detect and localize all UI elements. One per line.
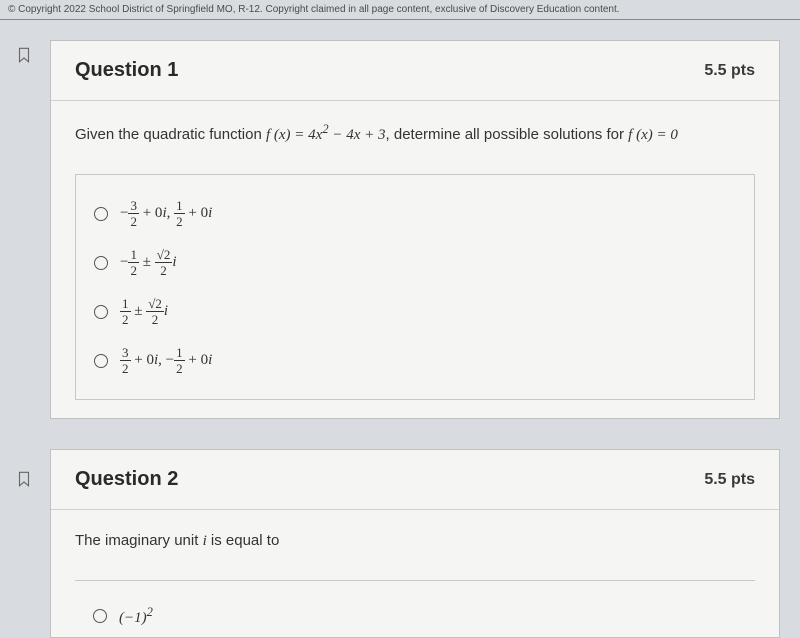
option-row[interactable]: 32 + 0i, −12 + 0i — [94, 336, 736, 385]
question-title: Question 2 — [75, 468, 178, 491]
option-label: (−1)2 — [119, 605, 153, 627]
question-header: Question 2 5.5 pts — [51, 450, 779, 510]
question-prompt: Given the quadratic function f (x) = 4x2… — [75, 121, 755, 146]
radio-icon[interactable] — [94, 256, 108, 270]
question-card-2: Question 2 5.5 pts The imaginary unit i … — [50, 449, 780, 638]
question-header: Question 1 5.5 pts — [51, 41, 779, 101]
content-wrapper: Question 1 5.5 pts Given the quadratic f… — [0, 20, 800, 638]
option-label: 32 + 0i, −12 + 0i — [120, 346, 212, 375]
question-points: 5.5 pts — [704, 62, 755, 80]
option-label: −12 ± √22i — [120, 248, 177, 277]
option-label: −32 + 0i, 12 + 0i — [120, 199, 212, 228]
option-row[interactable]: 12 ± √22i — [94, 287, 736, 336]
question-body: The imaginary unit i is equal to (−1)2 — [51, 510, 779, 637]
options-container: (−1)2 — [75, 580, 755, 637]
question-points: 5.5 pts — [704, 471, 755, 489]
question-card-1: Question 1 5.5 pts Given the quadratic f… — [50, 40, 780, 419]
option-row[interactable]: −12 ± √22i — [94, 238, 736, 287]
option-row[interactable]: −32 + 0i, 12 + 0i — [94, 189, 736, 238]
copyright-notice: © Copyright 2022 School District of Spri… — [0, 0, 800, 20]
question-title: Question 1 — [75, 59, 178, 82]
question-prompt: The imaginary unit i is equal to — [75, 530, 755, 552]
radio-icon[interactable] — [94, 354, 108, 368]
option-row[interactable]: (−1)2 — [93, 595, 737, 637]
bookmark-icon[interactable] — [15, 468, 35, 492]
radio-icon[interactable] — [94, 305, 108, 319]
question-body: Given the quadratic function f (x) = 4x2… — [51, 101, 779, 418]
option-label: 12 ± √22i — [120, 297, 168, 326]
bookmark-icon[interactable] — [15, 44, 35, 68]
options-container: −32 + 0i, 12 + 0i −12 ± √22i 12 ± √22i 3… — [75, 174, 755, 400]
radio-icon[interactable] — [93, 609, 107, 623]
radio-icon[interactable] — [94, 207, 108, 221]
